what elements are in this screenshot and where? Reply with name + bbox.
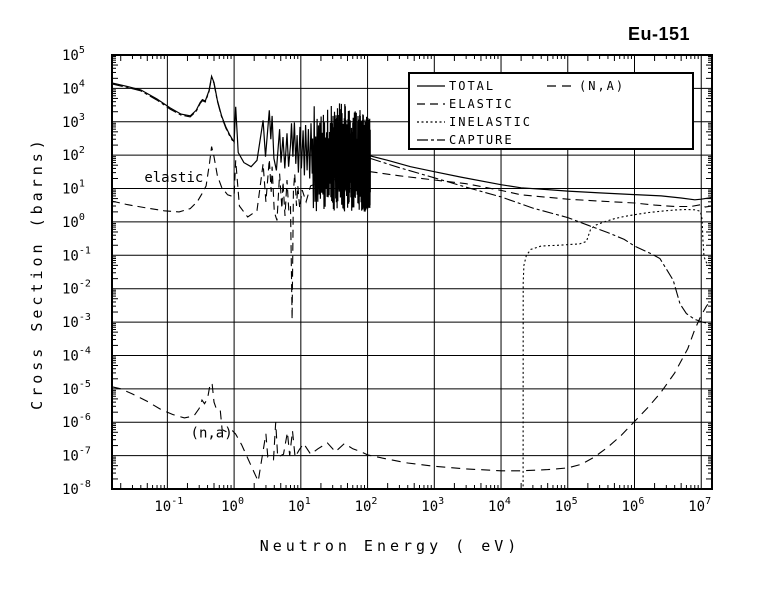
legend-box: TOTAL ELASTIC INELASTIC CAPTURE (N,A)	[408, 72, 694, 150]
x-tick-label: 105	[555, 496, 578, 515]
legend-line-sample	[417, 84, 445, 87]
legend-label: ELASTIC	[449, 96, 514, 111]
x-tick-label: 102	[355, 496, 378, 515]
x-tick-label: 107	[688, 496, 711, 515]
y-tick-label: 10-8	[62, 479, 91, 498]
legend-label: TOTAL	[449, 78, 496, 93]
x-tick-label: 10-1	[154, 496, 183, 515]
curves	[111, 74, 713, 487]
page-title: Eu-151	[628, 24, 691, 44]
y-tick-label: 10-3	[62, 312, 91, 331]
legend-label: CAPTURE	[449, 132, 514, 147]
y-tick-label: 105	[62, 45, 85, 64]
y-tick-label: 104	[62, 78, 85, 97]
y-tick-label: 101	[62, 179, 85, 198]
x-tick-label: 106	[621, 496, 644, 515]
y-tick-label: 10-5	[62, 379, 91, 398]
x-tick-label: 103	[421, 496, 444, 515]
x-tick-label: 100	[221, 496, 244, 515]
legend-line-sample	[417, 120, 445, 123]
n-alpha-curve	[111, 299, 712, 484]
inelastic-curve	[522, 208, 712, 487]
legend-entry-inelastic: INELASTIC	[416, 113, 532, 130]
elastic-annotation: elastic	[144, 170, 203, 186]
legend-line-sample	[417, 102, 445, 105]
total-curve	[111, 74, 713, 212]
tick-labels: 10-1 100 101 102 103 104 105 106 107 105 104 103 102…	[62, 45, 711, 515]
y-tick-label: 102	[62, 145, 85, 164]
legend-label: INELASTIC	[449, 114, 533, 129]
legend-line-sample	[547, 84, 575, 87]
y-tick-label: 10-4	[62, 345, 91, 364]
y-tick-label: 10-6	[62, 412, 91, 431]
x-tick-label: 101	[288, 496, 311, 515]
legend-entry-n-alpha: (N,A)	[546, 77, 625, 94]
y-axis-title: Cross Section (barns)	[28, 136, 46, 410]
plot-frame	[111, 54, 713, 490]
x-tick-label: 104	[488, 496, 511, 515]
legend-entry-capture: CAPTURE	[416, 131, 514, 148]
y-tick-label: 10-7	[62, 446, 91, 465]
n-alpha-annotation: (n,a)	[191, 425, 233, 441]
elastic-curve	[111, 146, 713, 320]
legend-line-sample	[417, 138, 445, 141]
y-tick-label: 10-2	[62, 279, 91, 298]
legend-entry-elastic: ELASTIC	[416, 95, 514, 112]
y-tick-label: 100	[62, 212, 85, 231]
capture-curve	[111, 75, 713, 325]
y-tick-label: 103	[62, 112, 85, 131]
y-tick-label: 10-1	[62, 245, 91, 264]
legend-entry-total: TOTAL	[416, 77, 495, 94]
legend-label: (N,A)	[579, 78, 626, 93]
x-axis-title: Neutron Energy ( eV)	[259, 537, 521, 555]
